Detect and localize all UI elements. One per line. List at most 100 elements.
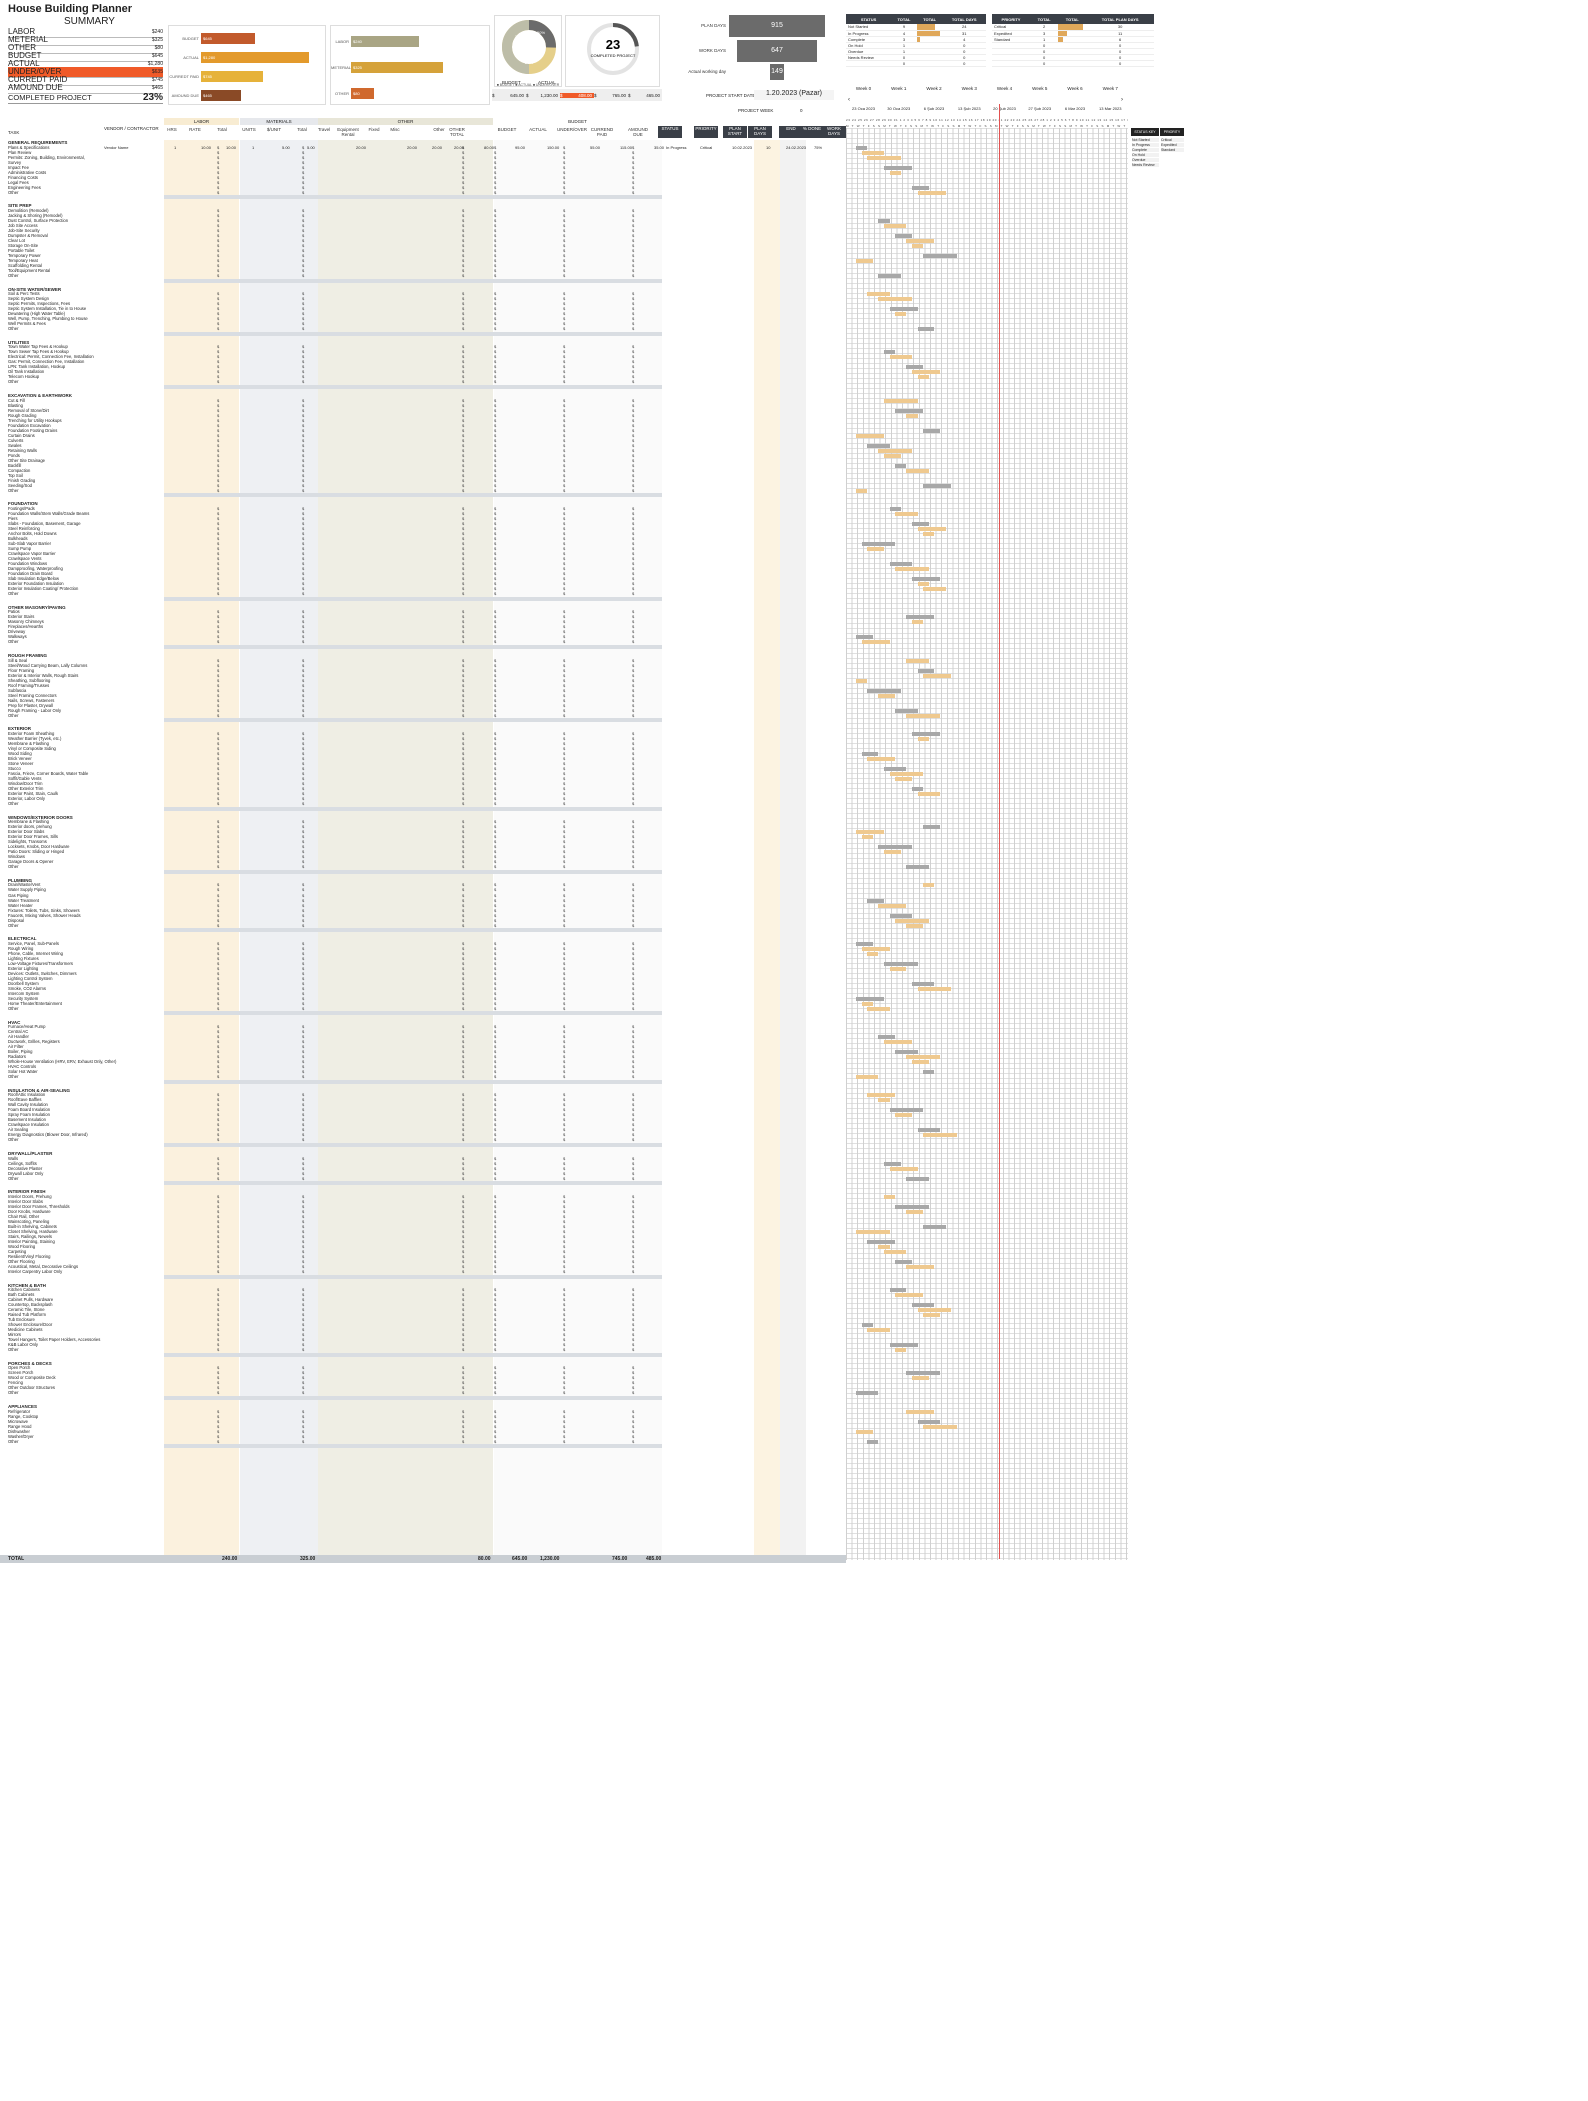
gantt-bar	[856, 678, 868, 683]
section-header: ON-SITE WATER/SEWER	[8, 286, 62, 292]
currency-symbol: $	[217, 1034, 220, 1040]
currency-symbol: $	[494, 1322, 497, 1328]
currency-symbol: $	[302, 447, 305, 453]
currency-symbol: $	[217, 619, 220, 625]
first-row-status[interactable]: In Progress	[666, 144, 687, 150]
table-header-cell: TOTAL	[1030, 14, 1059, 24]
first-row-start[interactable]: 10.02.2023	[732, 144, 753, 150]
subtotal-row	[164, 278, 662, 283]
currency-symbol: $	[302, 1165, 305, 1171]
currency-symbol: $	[494, 536, 497, 542]
currency-symbol: $	[494, 1005, 497, 1011]
first-row-rate[interactable]: 10.00	[201, 144, 212, 150]
gantt-bar	[917, 1308, 952, 1313]
project-start-input[interactable]: 1.20.2023 (Pazar)	[754, 90, 834, 100]
first-row-mtotal[interactable]: 5.00	[307, 144, 315, 150]
currency-symbol: $	[632, 1122, 635, 1128]
currency-symbol: $	[302, 561, 305, 567]
currency-symbol: $	[302, 990, 305, 996]
currency-symbol: $	[217, 791, 220, 797]
table-cell: 0	[1086, 54, 1154, 61]
currency-symbol: $	[462, 965, 465, 971]
currency-symbol: $	[462, 262, 465, 268]
first-row-under[interactable]: 55.00	[590, 144, 601, 150]
currency-symbol: $	[494, 1044, 497, 1050]
gantt-bar	[906, 923, 924, 928]
task-name: Resilient/Vinyl Flooring	[8, 1253, 51, 1259]
first-row-other[interactable]: 20.00	[454, 144, 465, 150]
first-row-travel[interactable]: 20.00	[356, 144, 367, 150]
currency-symbol: $	[462, 174, 465, 180]
donut-label-1: 50%	[537, 30, 545, 35]
task-name: Phone, Cable, Internet Wiring	[8, 950, 63, 956]
task-name: Curtain Drains	[8, 432, 35, 438]
week-label: Week 0	[855, 86, 872, 91]
first-row-fixed[interactable]: 20.00	[407, 144, 418, 150]
currency-symbol: $	[632, 634, 635, 640]
week-label: Week 7	[1102, 86, 1118, 91]
first-row-misc[interactable]: 20.00	[432, 144, 443, 150]
currency-symbol: $	[632, 1112, 635, 1118]
scroll-right-icon[interactable]: ›	[1121, 97, 1123, 103]
table-cell: 1	[891, 48, 917, 55]
currency-symbol: $	[494, 179, 497, 185]
first-row-days[interactable]: 10	[766, 144, 771, 150]
first-row-due[interactable]: 35.00	[654, 144, 665, 150]
currency-symbol: $	[563, 306, 566, 312]
currency-symbol: $	[494, 1218, 497, 1224]
currency-symbol: $	[462, 247, 465, 253]
first-row-priority[interactable]: Critical	[700, 144, 713, 150]
first-row-budget[interactable]: 95.00	[515, 144, 526, 150]
first-row-unit[interactable]: 5.00	[282, 144, 290, 150]
first-row-total[interactable]: 10.00	[226, 144, 237, 150]
scroll-left-icon[interactable]: ‹	[848, 97, 850, 103]
column-subheader: Total	[217, 127, 227, 132]
first-row-end[interactable]: 24.02.2023	[786, 144, 807, 150]
currency-symbol: $	[462, 316, 465, 322]
first-row-hrs[interactable]: 1	[174, 144, 177, 150]
subtotal-row	[164, 869, 662, 874]
task-name: Temporary Power	[8, 252, 41, 258]
first-row-ototal[interactable]: 80.00	[484, 144, 495, 150]
table-cell: 24	[942, 24, 986, 31]
first-row-vendor[interactable]: Vendor Name	[104, 144, 129, 150]
first-row-units[interactable]: 1	[252, 144, 255, 150]
currency-symbol: $	[494, 169, 497, 175]
currency-symbol: $	[563, 1102, 566, 1108]
currency-symbol: $	[563, 402, 566, 408]
currency-symbol: $	[217, 609, 220, 615]
week-date: 13 Mar 2023	[1099, 106, 1122, 111]
currency-symbol: $	[494, 447, 497, 453]
subtotal-row	[164, 1079, 662, 1084]
currency-symbol: $	[462, 657, 465, 663]
currency-symbol: $	[462, 796, 465, 802]
currency-symbol: $	[563, 1064, 566, 1070]
gantt-bar	[923, 1070, 935, 1075]
currency-symbol: $	[217, 614, 220, 620]
currency-symbol: $	[217, 1297, 220, 1303]
table-cell: In Progress	[846, 30, 892, 37]
gantt-bar	[867, 688, 901, 693]
currency-symbol: $	[563, 467, 566, 473]
currency-symbol: $	[302, 1097, 305, 1103]
gantt-bar	[856, 258, 873, 263]
currency-symbol: $	[632, 1370, 635, 1376]
currency-symbol: $	[563, 1243, 566, 1249]
currency-symbol: $	[462, 1137, 465, 1143]
currency-symbol: $	[462, 1122, 465, 1128]
currency-symbol: $	[302, 227, 305, 233]
currency-symbol: $	[494, 657, 497, 663]
currency-symbol: $	[302, 1342, 305, 1348]
first-row-paid[interactable]: 115.00	[620, 144, 632, 150]
first-row-actual[interactable]: 150.00	[547, 144, 560, 150]
first-row-pct[interactable]: 75%	[814, 144, 823, 150]
task-name: Shower Enclosure/Door	[8, 1322, 53, 1328]
currency-symbol: $	[563, 1413, 566, 1419]
project-week-value[interactable]: 0	[800, 108, 803, 113]
currency-symbol: $	[563, 1059, 566, 1065]
currency-symbol: $	[462, 672, 465, 678]
currency-symbol: $	[632, 402, 635, 408]
currency-symbol: $	[563, 955, 566, 961]
task-name: Spray Foam Insulation	[8, 1112, 50, 1118]
